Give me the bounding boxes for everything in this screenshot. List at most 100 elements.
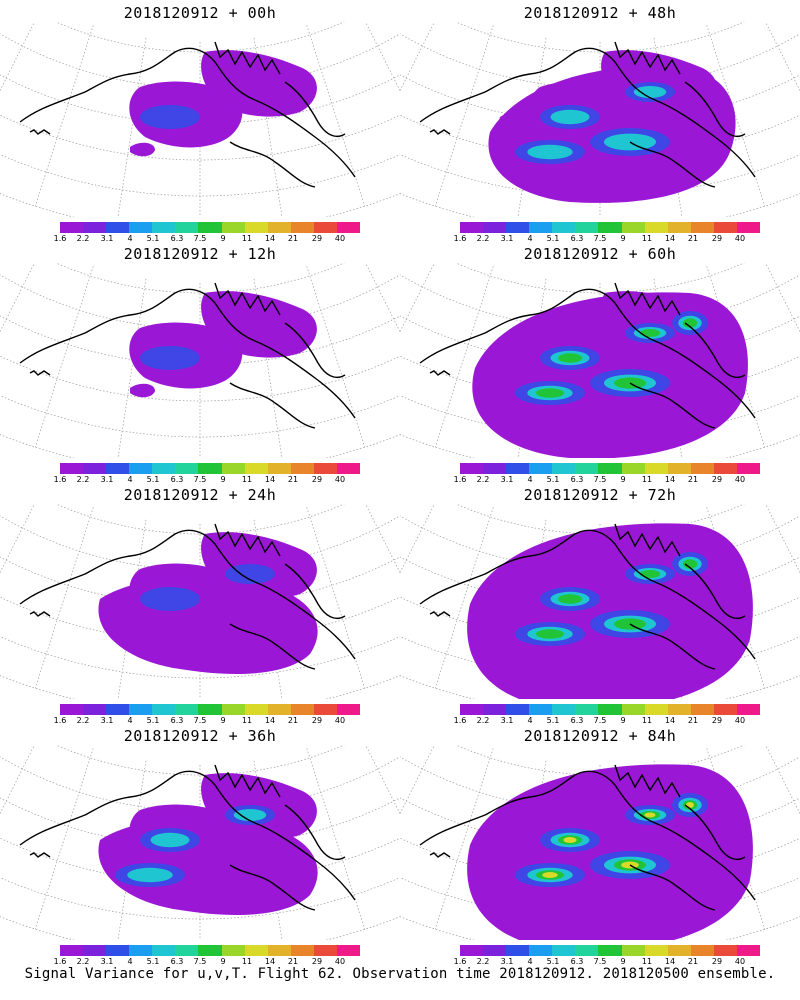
coastline	[214, 282, 281, 316]
variance-contour-low	[467, 764, 753, 940]
longitude-line	[365, 22, 400, 92]
coastline	[614, 41, 681, 75]
colorbar-tick-label: 2.2	[476, 234, 490, 243]
colorbar-tick-label: 14	[664, 716, 676, 725]
longitude-line	[0, 22, 35, 92]
signal-variance-map	[400, 263, 800, 458]
colorbar-tick-label: 5.1	[146, 475, 160, 484]
latitude-line	[0, 837, 400, 884]
colorbar-labels: 1.6 2.2 3.1 4 5.1 6.3 7.5 9 11 14 21 29 40	[54, 234, 360, 244]
colorbar-swatch	[621, 704, 645, 715]
longitude-line	[365, 745, 400, 815]
colorbar-tick-label: 3.1	[500, 234, 514, 243]
coastline	[629, 141, 716, 188]
figure-caption: Signal Variance for u,v,T. Flight 62. Ob…	[24, 966, 776, 982]
forecast-panel: 2018120912 + 12h 1.6 2.2 3.1 4 5.1 6.3 7.5 9 11 14…	[0, 241, 400, 486]
variance-contour-high	[536, 388, 564, 398]
longitude-line	[117, 37, 147, 217]
colorbar-swatch	[313, 945, 337, 956]
panel-title: 2018120912 + 00h	[123, 4, 277, 22]
colorbar-swatch	[336, 704, 361, 715]
colorbar-swatch	[736, 945, 761, 956]
coastline	[229, 864, 316, 911]
coastline	[229, 141, 316, 188]
longitude-line	[434, 748, 494, 930]
colorbar-tick-label: 29	[311, 957, 323, 966]
latitude-line	[400, 114, 800, 161]
panel-title: 2018120912 + 48h	[523, 4, 677, 22]
colorbar-swatch	[198, 222, 222, 233]
colorbar-tick-label: 29	[711, 234, 723, 243]
latitude-line	[0, 596, 400, 643]
colorbar-tick-label: 4	[127, 716, 133, 725]
coastline	[19, 529, 356, 660]
variance-contour-high	[640, 570, 660, 578]
colorbar-tick-label: 11	[641, 234, 653, 243]
colorbar	[460, 463, 761, 474]
colorbar-labels: 1.6 2.2 3.1 4 5.1 6.3 7.5 9 11 14 21 29 40	[54, 957, 360, 967]
longitude-line	[365, 263, 400, 333]
variance-contour-high	[682, 318, 698, 328]
colorbar-swatch	[552, 463, 576, 474]
latitude-line	[0, 355, 400, 402]
colorbar	[60, 945, 361, 956]
colorbar-tick-label: 14	[264, 475, 276, 484]
colorbar-swatch	[667, 463, 691, 474]
longitude-line	[34, 748, 94, 930]
colorbar-swatch	[60, 463, 84, 474]
colorbar-swatch	[106, 222, 130, 233]
colorbar-swatch	[198, 463, 222, 474]
coastline	[419, 529, 756, 660]
colorbar-labels: 1.6 2.2 3.1 4 5.1 6.3 7.5 9 11 14 21 29 40	[454, 234, 760, 244]
latitude-line	[455, 22, 745, 53]
latitude-line	[0, 74, 400, 125]
colorbar-swatch	[598, 463, 622, 474]
latitude-line	[400, 797, 800, 848]
colorbar-tick-label: 1.6	[453, 957, 467, 966]
colorbar-swatch	[290, 704, 314, 715]
colorbar-swatch	[667, 222, 691, 233]
colorbar-labels: 1.6 2.2 3.1 4 5.1 6.3 7.5 9 11 14 21 29 40	[454, 475, 760, 485]
signal-variance-map	[0, 745, 400, 940]
colorbar-tick-label: 2.2	[476, 475, 490, 484]
colorbar-tick-label: 21	[687, 475, 699, 484]
longitude-line	[434, 25, 494, 207]
longitude-line	[365, 504, 400, 574]
colorbar-swatch	[713, 222, 737, 233]
coastline	[614, 282, 681, 316]
latitude-line	[400, 74, 800, 125]
colorbar-tick-label: 7.5	[193, 475, 207, 484]
colorbar-tick-label: 2.2	[476, 716, 490, 725]
colorbar-tick-label: 9	[220, 475, 226, 484]
colorbar-tick-label: 5.1	[546, 475, 560, 484]
variance-contour-mid-high	[233, 809, 267, 821]
longitude-line	[306, 748, 366, 930]
panel-title: 2018120912 + 12h	[123, 245, 277, 263]
colorbar-tick-label: 21	[287, 716, 299, 725]
variance-contour-mid	[140, 105, 200, 129]
colorbar-swatch	[60, 704, 84, 715]
colorbar	[460, 704, 761, 715]
forecast-panel: 2018120912 + 48h 1.6 2.2 3.1 4 5.1 6.3 7.5 9 11 14…	[400, 0, 800, 245]
colorbar-swatch	[60, 222, 84, 233]
colorbar-swatch	[221, 945, 245, 956]
colorbar-swatch	[690, 704, 714, 715]
colorbar-tick-label: 4	[527, 957, 533, 966]
coastline	[419, 770, 756, 901]
latitude-line	[455, 263, 745, 294]
coastline	[214, 764, 281, 798]
colorbar-tick-label: 5.1	[546, 957, 560, 966]
variance-contour-low	[467, 523, 753, 699]
colorbar-swatch	[106, 463, 130, 474]
colorbar-tick-label: 21	[287, 957, 299, 966]
colorbar-tick-label: 6.3	[570, 234, 584, 243]
colorbar-swatch	[621, 222, 645, 233]
colorbar-swatch	[267, 704, 291, 715]
longitude-line	[400, 22, 435, 92]
variance-contour-mid	[225, 564, 275, 584]
colorbar-tick-label: 9	[220, 716, 226, 725]
colorbar-swatch	[129, 704, 153, 715]
colorbar-tick-label: 3.1	[100, 475, 114, 484]
colorbar-labels: 1.6 2.2 3.1 4 5.1 6.3 7.5 9 11 14 21 29 40	[454, 957, 760, 967]
colorbar-tick-label: 1.6	[53, 716, 67, 725]
